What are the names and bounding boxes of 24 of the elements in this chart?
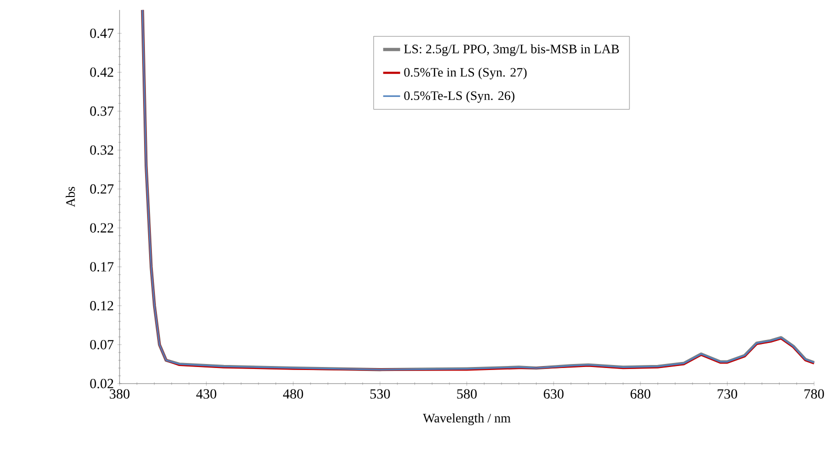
legend-label: 0.5%Te in LS (Syn. 27) (404, 67, 527, 80)
y-tick-label: 0.07 (90, 340, 114, 350)
x-tick-label: 630 (544, 389, 564, 398)
y-tick-label: 0.12 (90, 300, 114, 310)
x-tick-label: 430 (196, 389, 216, 398)
y-tick-label: 0.17 (90, 262, 114, 272)
x-tick-label: 680 (630, 389, 650, 398)
x-tick-label: 480 (283, 389, 304, 398)
x-tick-label: 530 (370, 389, 390, 398)
x-tick-label: 380 (110, 389, 130, 398)
y-tick-label: 0.42 (90, 67, 114, 77)
y-tick-label: 0.47 (90, 28, 114, 38)
y-axis-title: Abs (66, 186, 75, 207)
legend-label: LS: 2.5g/L PPO, 3mg/L bis-MSB in LAB (404, 44, 619, 56)
legend-label: 0.5%Te-LS (Syn. 26) (404, 90, 514, 103)
x-axis-title: Wavelength / nm (422, 413, 511, 425)
x-tick-label: 780 (804, 389, 824, 398)
y-tick-label: 0.02 (90, 378, 114, 388)
y-tick-label: 0.22 (90, 223, 114, 232)
y-tick-label: 0.37 (90, 106, 114, 116)
y-tick-label: 0.32 (90, 145, 114, 155)
x-tick-label: 730 (718, 389, 738, 398)
x-tick-label: 580 (457, 389, 477, 398)
y-tick-label: 0.27 (90, 184, 114, 194)
